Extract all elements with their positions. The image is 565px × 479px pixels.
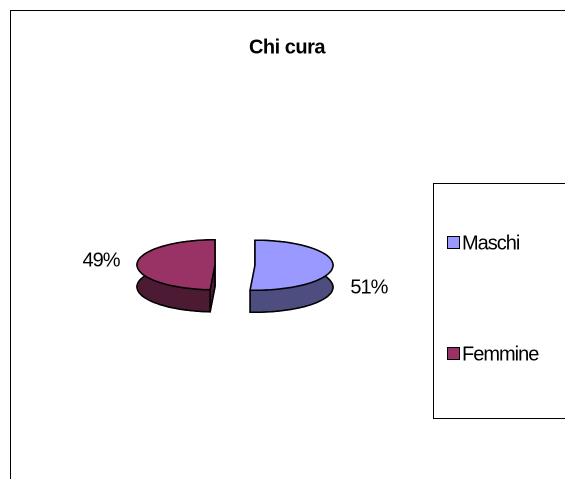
legend-label: Femmine bbox=[462, 343, 539, 365]
legend-swatch bbox=[447, 347, 460, 360]
data-label: 51% bbox=[350, 276, 388, 298]
slice-top bbox=[136, 239, 216, 291]
slice-top bbox=[249, 239, 334, 291]
pie-slice bbox=[136, 239, 216, 313]
legend-swatch bbox=[447, 236, 460, 249]
data-label: 49% bbox=[83, 249, 121, 271]
legend-label: Maschi bbox=[462, 232, 520, 254]
chart-title: Chi cura bbox=[249, 36, 326, 58]
pie-slice bbox=[249, 239, 334, 313]
legend-box bbox=[433, 183, 565, 419]
